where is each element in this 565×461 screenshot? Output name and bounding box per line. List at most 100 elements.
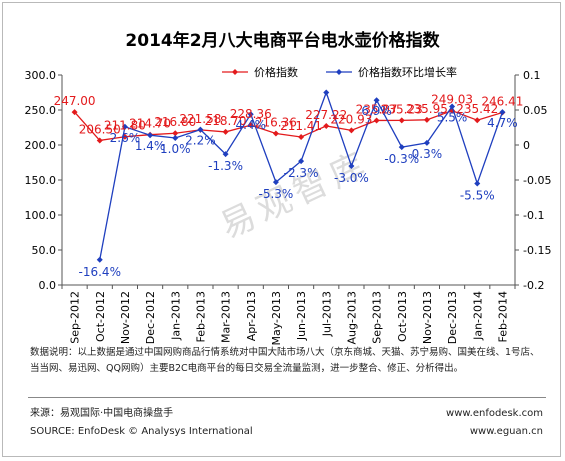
y-right-tick-label: 0.05 <box>523 104 548 117</box>
x-tick-label: Feb-2013 <box>194 291 207 342</box>
data-label: -2.3% <box>284 166 319 180</box>
data-label: -3.0% <box>334 171 369 185</box>
series-point-0 <box>71 109 78 116</box>
x-tick-label: Nov-2012 <box>119 291 132 344</box>
y-right-tick-label: -0.2 <box>523 279 544 292</box>
url-block: www.enfodesk.com www.eguan.cn <box>446 405 543 441</box>
chart-legend: 价格指数 价格指数环比增长率 <box>222 65 457 79</box>
x-tick-label: Jan-2014 <box>471 291 484 341</box>
data-label: 249.03 <box>431 93 473 107</box>
series-point-0 <box>398 117 405 124</box>
x-tick-label: Nov-2013 <box>421 291 434 344</box>
series-point-0 <box>423 116 430 123</box>
series-point-1 <box>172 135 179 141</box>
legend-label-0: 价格指数 <box>254 65 298 79</box>
x-tick-label: Mar-2013 <box>220 291 233 343</box>
legend-label-1: 价格指数环比增长率 <box>358 65 457 79</box>
data-label: 221.58 <box>179 112 221 126</box>
series-point-1 <box>323 89 330 96</box>
data-label: 218.70 <box>205 114 247 128</box>
x-tick-label: Feb-2014 <box>496 291 509 342</box>
chart-series <box>71 89 506 263</box>
data-label: 214.70 <box>129 117 171 131</box>
data-label: 235.42 <box>456 102 498 116</box>
series-point-1 <box>247 111 254 118</box>
series-point-0 <box>247 122 254 129</box>
y-left-tick-label: 250.0 <box>25 104 57 117</box>
series-point-0 <box>172 130 179 137</box>
chart-frame <box>2 2 561 457</box>
y-right-tick-label: 0.1 <box>523 69 541 82</box>
x-tick-label: Jan-2013 <box>169 291 182 341</box>
data-label: 227.22 <box>305 108 347 122</box>
data-label: 235.95 <box>406 102 448 116</box>
y-right-tick-label: -0.1 <box>523 209 544 222</box>
url-eguan: www.eguan.cn <box>469 426 543 437</box>
data-label: -5.5% <box>460 189 495 203</box>
chart-axes: 0.050.0100.0150.0200.0250.0300.0-0.2-0.1… <box>25 69 552 346</box>
x-tick-label: Dec-2013 <box>446 291 459 344</box>
data-label: 220.93 <box>330 112 372 126</box>
data-label: 4.4% <box>236 118 267 132</box>
x-tick-label: May-2013 <box>270 291 283 346</box>
data-label: 216.36 <box>255 116 297 130</box>
data-label: 1.4% <box>135 139 166 153</box>
series-point-1 <box>298 158 305 165</box>
x-tick-label: Jul-2013 <box>320 291 333 337</box>
y-right-tick-label: -0.05 <box>523 174 551 187</box>
data-label: -5.3% <box>259 187 294 201</box>
x-tick-label: Apr-2013 <box>245 291 258 341</box>
x-tick-label: Dec-2012 <box>144 291 157 344</box>
series-point-1 <box>373 97 380 104</box>
series-point-1 <box>222 151 229 158</box>
source-block: 来源：易观国际·中国电商操盘手 SOURCE: EnfoDesk © Analy… <box>30 405 253 441</box>
y-left-tick-label: 50.0 <box>32 244 57 257</box>
data-label: -16.4% <box>79 265 121 279</box>
data-label: 2.6% <box>110 131 141 145</box>
series-point-0 <box>474 117 481 124</box>
y-right-tick-label: 0 <box>523 139 530 152</box>
x-tick-label: Oct-2012 <box>94 291 107 342</box>
data-label: 211.80 <box>104 119 146 133</box>
x-tick-label: Oct-2013 <box>396 291 409 342</box>
series-line-0 <box>74 109 503 142</box>
data-label: 211.41 <box>280 119 322 133</box>
y-left-tick-label: 150.0 <box>25 174 57 187</box>
x-tick-label: Sep-2012 <box>69 291 82 344</box>
data-label: 2.2% <box>185 134 216 148</box>
series-point-1 <box>398 144 405 151</box>
data-labels: 247.00 206.50211.80214.70216.80221.58218.… <box>54 93 524 279</box>
data-label: 1.0% <box>160 142 191 156</box>
legend-marker-1 <box>336 69 342 75</box>
series-point-0 <box>96 137 103 144</box>
divider <box>28 397 546 398</box>
series-point-1 <box>423 139 430 146</box>
series-point-1 <box>499 109 506 116</box>
series-point-0 <box>272 130 279 137</box>
url-enfodesk: www.enfodesk.com <box>446 408 543 419</box>
data-label: 228.36 <box>230 107 272 121</box>
series-point-0 <box>298 134 305 141</box>
source-line-en: SOURCE: EnfoDesk © Analysys Internationa… <box>30 426 253 437</box>
series-point-1 <box>147 132 154 139</box>
data-label: 4.7% <box>487 116 518 130</box>
series-point-1 <box>272 179 279 186</box>
data-label: 235.23 <box>381 102 423 116</box>
y-left-tick-label: 0.0 <box>39 279 57 292</box>
data-label: -1.3% <box>208 159 243 173</box>
data-label: -0.3% <box>384 152 419 166</box>
x-tick-label: Sep-2013 <box>371 291 384 344</box>
series-point-1 <box>96 256 103 263</box>
x-tick-label: Jun-2013 <box>295 291 308 341</box>
y-left-tick-label: 300.0 <box>25 69 57 82</box>
data-label: 6.9% <box>361 104 392 118</box>
data-label: 0.3% <box>412 147 443 161</box>
series-point-1 <box>121 123 128 130</box>
y-right-tick-label: -0.15 <box>523 244 551 257</box>
data-label: 235.07 <box>356 102 398 116</box>
x-tick-label: Aug-2013 <box>345 291 358 344</box>
data-label: 247.00 <box>54 94 96 108</box>
y-left-tick-label: 200.0 <box>25 139 57 152</box>
source-line-cn: 来源：易观国际·中国电商操盘手 <box>30 408 174 419</box>
